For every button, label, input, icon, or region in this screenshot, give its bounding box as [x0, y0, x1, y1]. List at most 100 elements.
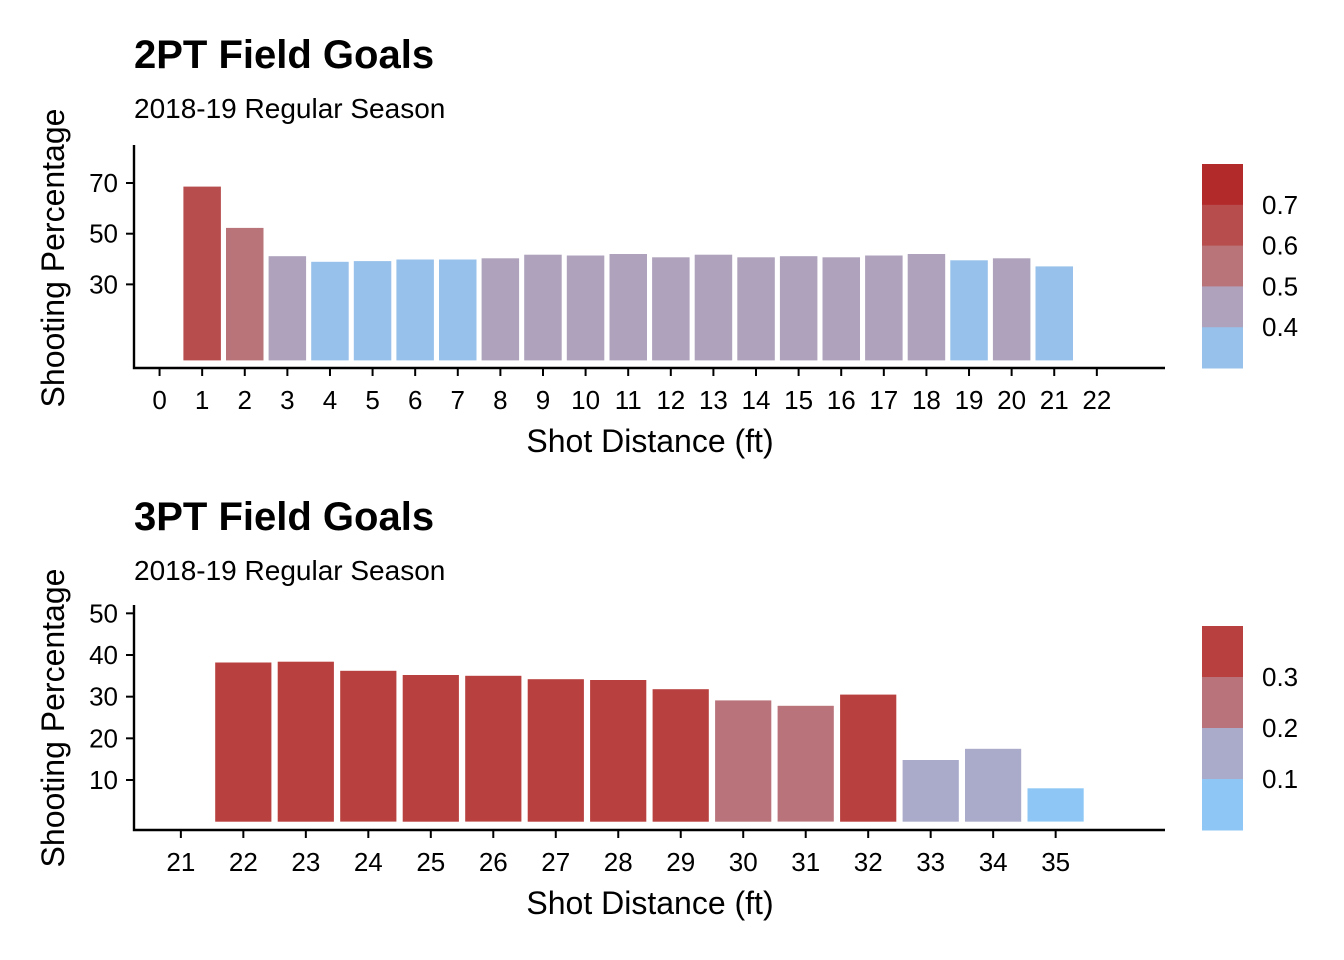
bar-10 [566, 255, 605, 361]
bar-17 [865, 255, 903, 361]
legend-label: 0.3 [1262, 662, 1298, 692]
bar-27 [527, 679, 584, 822]
chart-subtitle: 2018-19 Regular Season [134, 555, 445, 586]
x-tick-label: 27 [541, 847, 570, 877]
legend-label: 0.7 [1262, 190, 1298, 220]
bar-15 [779, 256, 818, 361]
color-legend: 0.3 0.2 0.1 [1202, 626, 1298, 831]
x-axis-label: Shot Distance (ft) [526, 885, 773, 921]
x-tick-label: 21 [166, 847, 195, 877]
legend-label: 0.2 [1262, 713, 1298, 743]
x-tick-label: 6 [408, 385, 422, 415]
bar-34 [965, 748, 1022, 822]
axis-lines [132, 605, 1165, 832]
bar-28 [590, 680, 647, 822]
bar-5 [353, 261, 392, 361]
y-tick-label: 10 [89, 765, 118, 795]
bar-19 [950, 260, 988, 361]
x-tick-label: 5 [365, 385, 379, 415]
x-tick-label: 33 [916, 847, 945, 877]
bar-23 [277, 661, 334, 822]
bar-7 [439, 259, 477, 361]
x-axis-label: Shot Distance (ft) [526, 423, 773, 459]
x-tick-label: 1 [195, 385, 209, 415]
x-tick-label: 11 [615, 385, 642, 415]
x-tick-label: 7 [451, 385, 465, 415]
y-axis-ticks: 10 20 30 40 50 [89, 598, 134, 795]
x-tick-label: 35 [1041, 847, 1070, 877]
color-legend: 0.7 0.6 0.5 0.4 [1202, 164, 1298, 369]
bar-18 [907, 254, 946, 361]
legend-swatch [1202, 204, 1243, 247]
chart-panel-3pt: 3PT Field Goals 2018-19 Regular Season 1… [35, 495, 1298, 921]
x-tick-label: 18 [912, 385, 941, 415]
x-tick-label: 12 [656, 385, 685, 415]
bar-21 [1035, 266, 1073, 361]
x-tick-label: 28 [604, 847, 633, 877]
x-tick-label: 32 [854, 847, 883, 877]
bar-12 [652, 257, 690, 361]
y-tick-label: 20 [89, 723, 118, 753]
legend-swatch [1202, 779, 1243, 831]
bar-14 [737, 257, 775, 361]
x-tick-label: 13 [699, 385, 728, 415]
y-tick-label: 50 [89, 598, 118, 628]
legend-swatch [1202, 728, 1243, 780]
x-tick-label: 17 [869, 385, 898, 415]
y-tick-label: 70 [89, 168, 118, 198]
bar-1 [183, 186, 221, 361]
bar-20 [992, 258, 1031, 361]
legend-label: 0.4 [1262, 312, 1298, 342]
bar-33 [902, 760, 959, 822]
bar-4 [311, 261, 349, 361]
chart-title: 3PT Field Goals [134, 495, 434, 539]
bar-30 [715, 700, 772, 822]
x-tick-label: 15 [784, 385, 813, 415]
bar-26 [465, 675, 522, 822]
bar-32 [840, 694, 897, 822]
x-tick-label: 29 [666, 847, 695, 877]
x-tick-label: 0 [152, 385, 166, 415]
bar-2 [226, 227, 264, 361]
x-tick-label: 24 [354, 847, 383, 877]
chart-title: 2PT Field Goals [134, 33, 434, 77]
bar-13 [694, 254, 733, 361]
bar-31 [777, 705, 834, 822]
bar-16 [822, 257, 860, 361]
chart-subtitle: 2018-19 Regular Season [134, 93, 445, 124]
x-tick-label: 21 [1040, 385, 1069, 415]
x-axis-ticks: 0 1 2 3 4 5 6 7 8 9 10 11 12 13 14 15 16 17 18 19 20 21 22 [152, 368, 1111, 415]
axis-lines [132, 145, 1165, 370]
x-tick-label: 31 [791, 847, 820, 877]
bar-group [215, 661, 1084, 822]
bar-11 [609, 254, 647, 361]
bar-8 [481, 258, 520, 361]
x-tick-label: 20 [997, 385, 1026, 415]
x-tick-label: 22 [229, 847, 258, 877]
legend-label: 0.1 [1262, 764, 1298, 794]
x-tick-label: 10 [571, 385, 600, 415]
x-tick-label: 19 [955, 385, 984, 415]
x-tick-label: 16 [827, 385, 856, 415]
bar-24 [340, 670, 397, 822]
bar-3 [268, 256, 307, 361]
legend-swatch [1202, 327, 1243, 369]
x-tick-label: 9 [536, 385, 550, 415]
legend-swatch [1202, 626, 1243, 678]
y-axis-ticks: 30 50 70 [89, 168, 134, 299]
x-tick-label: 30 [729, 847, 758, 877]
y-tick-label: 40 [89, 640, 118, 670]
bar-6 [396, 259, 434, 361]
x-tick-label: 23 [291, 847, 320, 877]
legend-swatch [1202, 164, 1243, 206]
bar-35 [1027, 788, 1084, 822]
x-tick-label: 34 [979, 847, 1008, 877]
y-tick-label: 30 [89, 269, 118, 299]
legend-swatch [1202, 286, 1243, 328]
x-tick-label: 2 [238, 385, 252, 415]
x-tick-label: 22 [1082, 385, 1111, 415]
legend-swatch [1202, 677, 1243, 729]
legend-label: 0.6 [1262, 231, 1298, 261]
bar-29 [652, 689, 709, 822]
